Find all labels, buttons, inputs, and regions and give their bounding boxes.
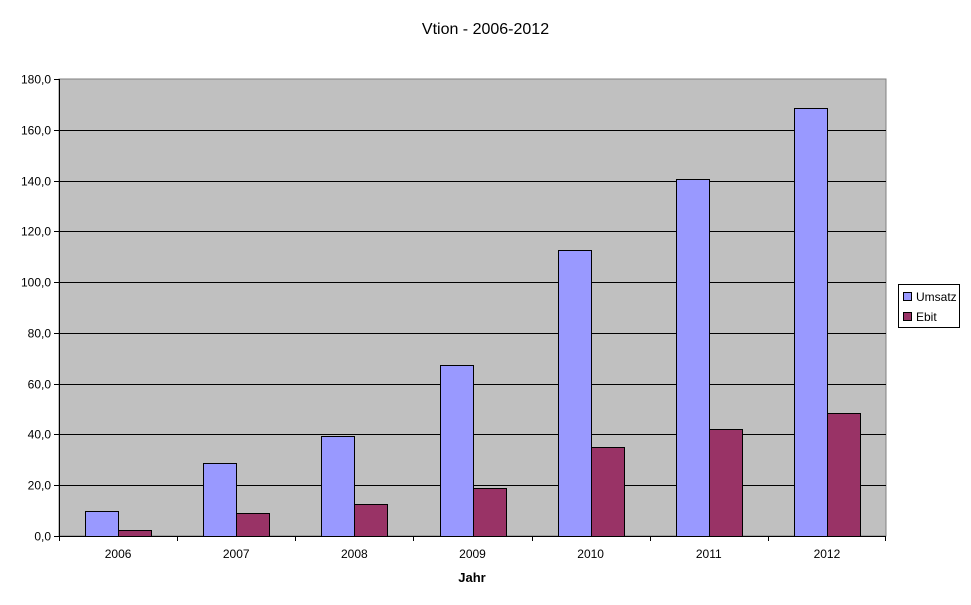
y-tick-label: 80,0 (28, 327, 52, 341)
bar-umsatz-2008 (321, 436, 355, 537)
bar-umsatz-2007 (203, 463, 237, 537)
legend-item-ebit: Ebit (903, 309, 937, 325)
bar-ebit-2010 (591, 447, 625, 537)
x-tick-label: 2008 (341, 547, 368, 561)
bar-umsatz-2010 (558, 250, 592, 537)
legend-label-umsatz: Umsatz (916, 290, 957, 304)
y-tick-label: 60,0 (28, 378, 52, 392)
y-tick-label: 40,0 (28, 428, 52, 442)
legend-label-ebit: Ebit (916, 310, 937, 324)
legend: Umsatz Ebit (898, 284, 960, 328)
bar-umsatz-2012 (794, 108, 828, 537)
x-axis-title: Jahr (458, 570, 485, 585)
legend-item-umsatz: Umsatz (903, 289, 957, 305)
bar-umsatz-2009 (440, 365, 474, 537)
y-tick-label: 160,0 (21, 124, 51, 138)
legend-swatch-umsatz (903, 292, 912, 302)
x-tick-label: 2012 (814, 547, 841, 561)
chart-title: Vtion - 2006-2012 (421, 21, 550, 38)
bar-ebit-2007 (236, 513, 270, 537)
y-tick-label: 0,0 (34, 530, 51, 544)
x-tick-label: 2010 (577, 547, 604, 561)
bar-ebit-2012 (827, 413, 861, 537)
y-tick-label: 120,0 (21, 225, 51, 239)
x-tick-label: 2007 (223, 547, 250, 561)
y-tick-label: 20,0 (28, 479, 52, 493)
bar-ebit-2006 (118, 530, 152, 537)
bar-umsatz-2011 (676, 179, 710, 537)
bar-ebit-2009 (473, 488, 507, 537)
x-tick-label: 2011 (696, 547, 722, 561)
x-tick-label: 2006 (105, 547, 132, 561)
bar-umsatz-2006 (85, 511, 119, 537)
x-tick-label: 2009 (459, 547, 486, 561)
y-tick-label: 140,0 (21, 175, 51, 189)
bar-ebit-2011 (709, 429, 743, 537)
y-tick-label: 100,0 (21, 276, 51, 290)
bar-ebit-2008 (354, 504, 388, 537)
legend-swatch-ebit (903, 312, 912, 322)
y-tick-label: 180,0 (21, 73, 51, 87)
